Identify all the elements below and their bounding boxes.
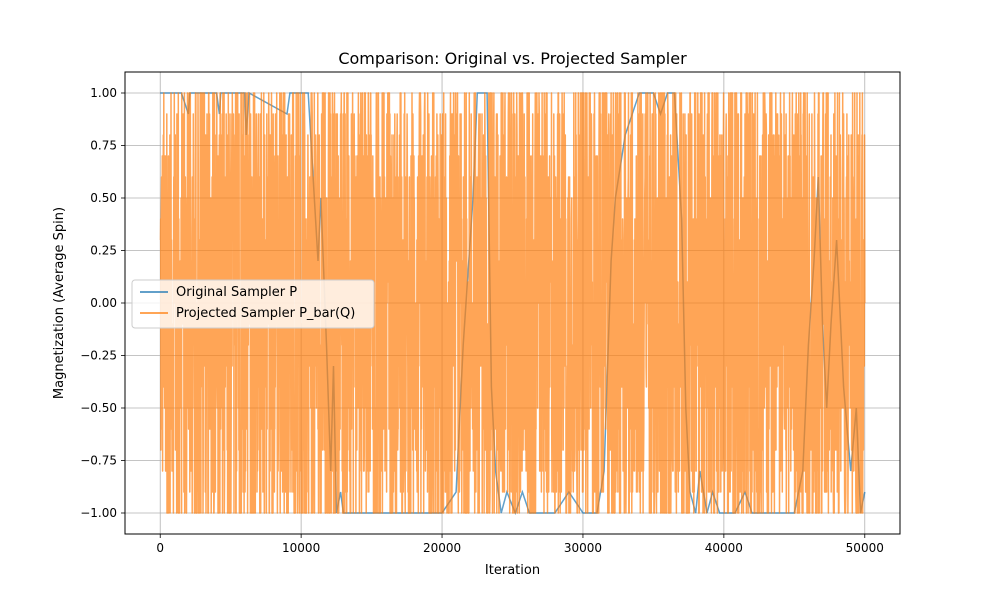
chart-title: Comparison: Original vs. Projected Sampl… — [338, 49, 687, 68]
x-axis-ticks: 0 10000 20000 30000 40000 50000 — [156, 534, 884, 555]
x-tick-label: 30000 — [564, 541, 602, 555]
y-tick-label: −0.50 — [80, 401, 117, 415]
y-tick-label: −0.25 — [80, 349, 117, 363]
legend: Original Sampler P Projected Sampler P_ba… — [131, 279, 375, 329]
y-tick-label: 1.00 — [90, 86, 117, 100]
x-tick-label: 50000 — [846, 541, 884, 555]
y-axis-ticks: 1.00 0.75 0.50 0.25 0.00 −0.25 −0.50 −0.75 −1.00 — [80, 86, 125, 520]
y-tick-label: 0.75 — [90, 139, 117, 153]
y-axis-label: Magnetization (Average Spin) — [52, 207, 67, 399]
y-tick-label: 0.00 — [90, 296, 117, 310]
legend-label: Original Sampler P — [176, 285, 297, 300]
x-tick-label: 10000 — [282, 541, 320, 555]
x-tick-label: 0 — [156, 541, 164, 555]
legend-label: Projected Sampler P_bar(Q) — [176, 306, 355, 321]
x-axis-label: Iteration — [485, 563, 540, 578]
y-tick-label: −1.00 — [80, 506, 117, 520]
y-tick-label: 0.50 — [90, 191, 117, 205]
y-tick-label: −0.75 — [80, 454, 117, 468]
legend-box — [131, 279, 375, 329]
x-tick-label: 40000 — [705, 541, 743, 555]
y-tick-label: 0.25 — [90, 244, 117, 258]
x-tick-label: 20000 — [423, 541, 461, 555]
